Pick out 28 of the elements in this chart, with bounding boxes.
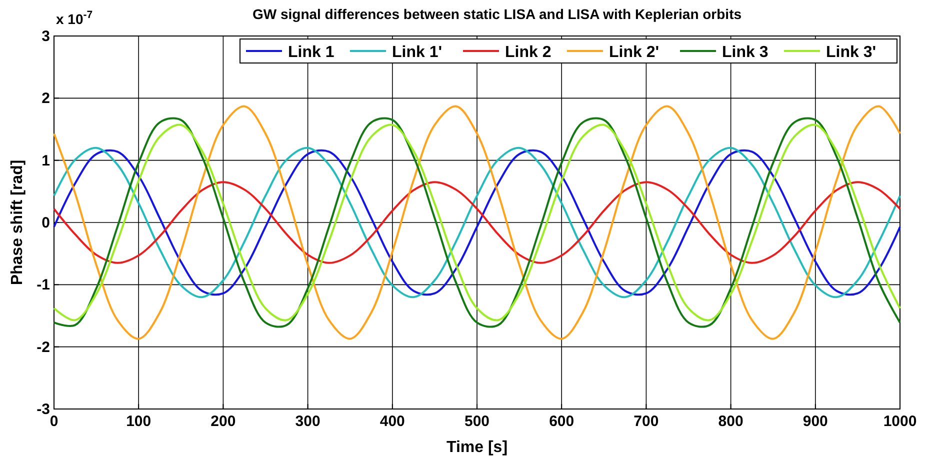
x-axis-title: Time [s] — [446, 439, 508, 456]
x-tick-label: 700 — [634, 413, 659, 430]
y-tick-label: 1 — [42, 152, 50, 170]
legend-label: Link 3' — [826, 44, 876, 61]
x-tick-label: 900 — [802, 413, 828, 430]
x-tick-label: 200 — [210, 413, 236, 430]
chart-title: GW signal differences between static LISA and LISA with Keplerian orbits — [252, 6, 742, 22]
x-tick-label: 100 — [126, 413, 152, 430]
y-tick-label: -3 — [36, 401, 50, 418]
y-tick-label: 0 — [42, 214, 50, 232]
y-tick-label: 3 — [42, 28, 50, 45]
x-tick-label: 400 — [380, 413, 405, 430]
legend-label: Link 2' — [609, 44, 660, 61]
y-tick-label: -1 — [36, 276, 50, 294]
x-tick-label: 600 — [549, 413, 574, 430]
x-tick-label: 1000 — [883, 413, 917, 430]
text: x 10$^{-7}$ — [56, 9, 93, 27]
x-tick-label: 800 — [718, 413, 744, 430]
x-tick-label: 300 — [295, 413, 320, 430]
legend-label: Link 2 — [505, 44, 552, 61]
y-tick-label: -2 — [36, 338, 50, 356]
legend-label: Link 3 — [722, 44, 768, 61]
line-series — [53, 181, 901, 264]
legend-label: Link 1' — [392, 44, 442, 61]
legend-label: Link 1 — [288, 44, 334, 61]
y-tick-label: 2 — [42, 90, 50, 108]
x-tick-label: 500 — [464, 413, 490, 430]
y-axis-title: Phase shift [rad] — [9, 160, 26, 286]
